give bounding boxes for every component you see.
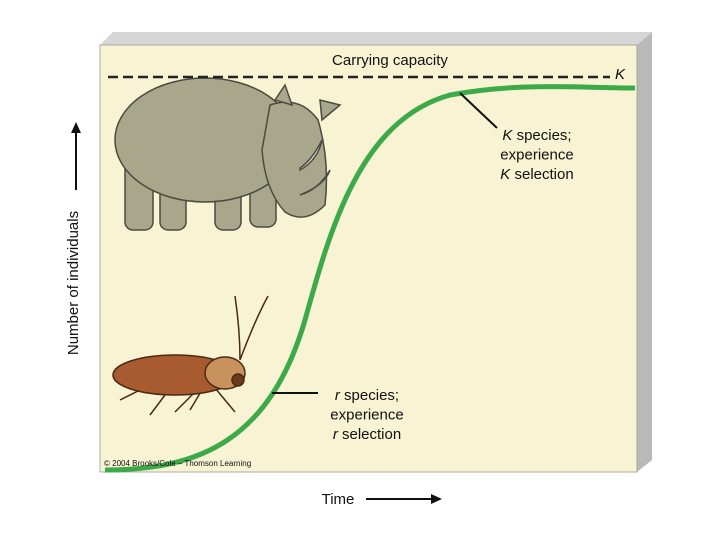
annotation-part: species; [340, 387, 399, 404]
annotation-line: r species; [335, 387, 399, 404]
annotation-part: species; [512, 127, 571, 144]
annotation-line: K selection [500, 166, 573, 183]
cockroach-illustration [112, 295, 269, 416]
annotation-line: K species; [502, 127, 571, 144]
annotation-part: selection [510, 166, 573, 183]
annotation-part: K [500, 166, 511, 183]
top-label: Carrying capacity [332, 52, 448, 69]
annotation-line: experience [500, 147, 573, 164]
x-arrowhead [431, 494, 442, 504]
r-annotation: r species; experience r selection [330, 387, 403, 443]
rhino-illustration [114, 77, 342, 231]
k-annotation: K species; experience K selection [500, 127, 573, 183]
panel-top [100, 32, 652, 45]
k-marker: K [615, 66, 626, 83]
k-pointer [459, 92, 498, 129]
annotation-line: experience [330, 407, 403, 424]
growth-curve [104, 84, 636, 473]
annotation-line: r selection [333, 426, 401, 443]
annotation-part: r [333, 426, 339, 443]
credit: © 2004 Brooks/Cole – Thomson Learning [104, 459, 251, 468]
x-axis-label: Time [322, 491, 355, 508]
annotation-part: r [335, 387, 341, 404]
annotation-part: selection [338, 426, 401, 443]
annotation-part: experience [500, 147, 573, 164]
y-axis-label: Number of individuals [65, 211, 82, 355]
annotation-part: K [502, 127, 513, 144]
annotation-part: experience [330, 407, 403, 424]
y-arrowhead [71, 122, 81, 133]
panel-side [637, 32, 652, 472]
